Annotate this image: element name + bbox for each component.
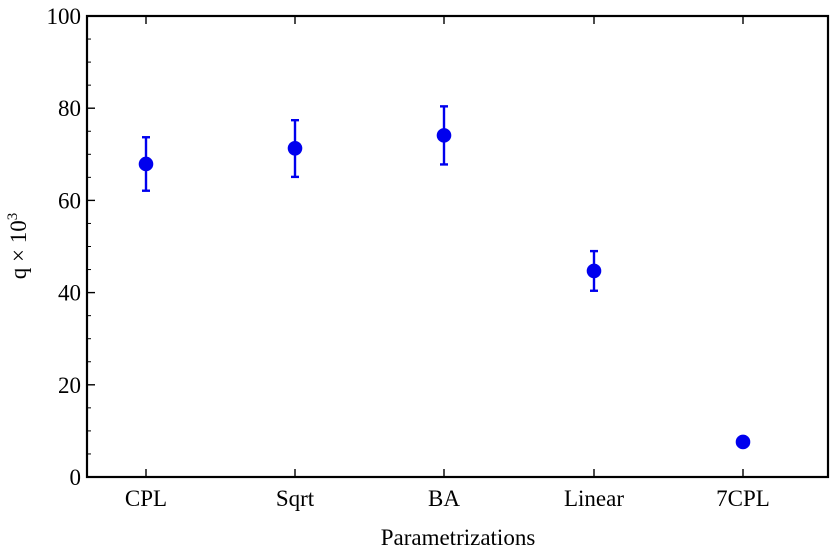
data-point [287,141,303,156]
x-tick-label: CPL [125,486,167,511]
data-point [735,434,751,450]
plot-frame [85,14,830,479]
tick-labels: 0 20 40 60 80 100 CPL Sqrt BA Linear 7CPL [47,4,770,511]
x-tick-label: Linear [564,486,624,511]
y-tick-label: 80 [58,96,81,121]
y-tick-label: 20 [58,373,81,398]
data-point [138,156,154,172]
x-tick-label: 7CPL [716,486,770,511]
y-axis-label: q × 103 [5,213,31,279]
data-marks [138,105,751,450]
y-tick-label: 40 [58,281,81,306]
y-axis-label-main: q × 10 [6,220,31,279]
data-point [436,128,452,143]
x-axis-label: Parametrizations [381,525,536,550]
y-tick-label: 100 [47,4,82,29]
y-axis-label-exponent: 3 [5,213,21,221]
x-tick-label: BA [428,486,460,511]
y-tick-label: 0 [70,465,82,490]
data-point [586,263,602,279]
x-tick-label: Sqrt [276,486,315,511]
axis-ticks [87,15,744,478]
y-tick-label: 60 [58,188,81,213]
